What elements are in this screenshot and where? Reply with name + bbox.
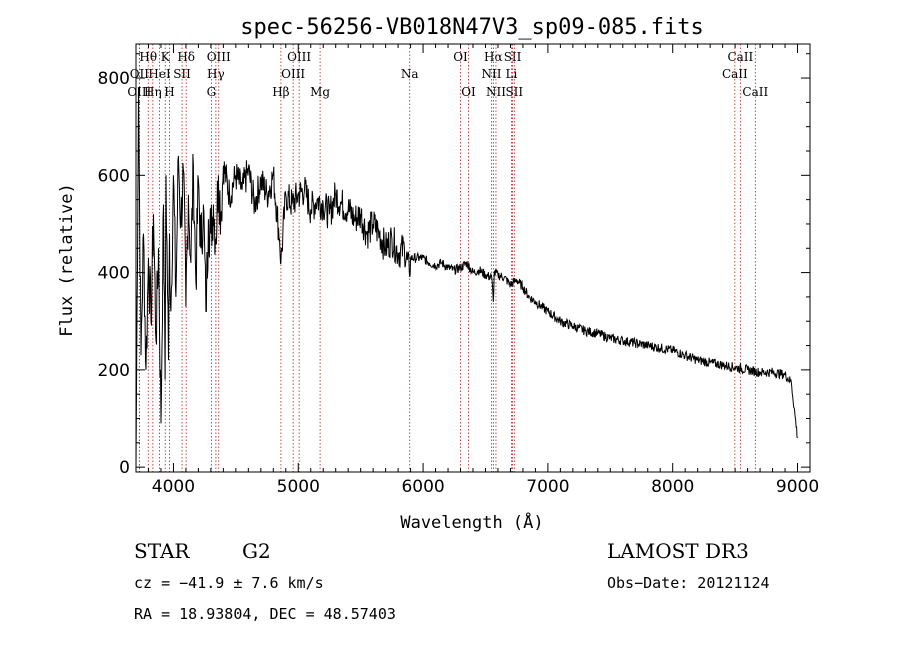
chart-title: spec-56256-VB018N47V3_sp09-085.fits bbox=[240, 15, 704, 40]
line-label-9: OIII bbox=[207, 50, 231, 64]
line-label-11: G bbox=[207, 85, 217, 99]
x-tick-label-3: 7000 bbox=[526, 477, 569, 497]
line-label-1: OII bbox=[130, 67, 150, 81]
line-label-23: NII bbox=[486, 85, 506, 99]
line-label-14: Hβ bbox=[272, 85, 289, 99]
obs-date: Obs−Date: 20121124 bbox=[607, 574, 770, 592]
line-label-26: CaII bbox=[722, 67, 748, 81]
line-label-18: OI bbox=[461, 85, 476, 99]
line-label-2: OIII bbox=[127, 85, 151, 99]
line-label-24: SII bbox=[505, 85, 523, 99]
y-tick-label-3: 600 bbox=[98, 166, 130, 186]
line-label-22: Li bbox=[506, 67, 518, 81]
y-tick-label-4: 800 bbox=[98, 69, 130, 89]
spectral-subclass: G2 bbox=[242, 539, 271, 563]
x-tick-label-4: 8000 bbox=[651, 477, 694, 497]
line-label-12: OIII bbox=[287, 50, 311, 64]
line-label-21: NII bbox=[481, 67, 501, 81]
x-tick-label-0: 4000 bbox=[152, 477, 195, 497]
line-label-6: Hδ bbox=[177, 50, 195, 64]
survey-name: LAMOST DR3 bbox=[607, 539, 749, 563]
spectrum-line bbox=[135, 87, 798, 468]
line-label-7: SII bbox=[173, 67, 191, 81]
velocity-text: cz = −41.9 ± 7.6 km/s bbox=[134, 574, 324, 592]
line-label-19: Hα bbox=[484, 50, 503, 64]
line-label-20: SII bbox=[504, 50, 522, 64]
line-label-3: K bbox=[161, 50, 171, 64]
y-tick-label-1: 200 bbox=[98, 361, 130, 381]
y-tick-label-0: 0 bbox=[119, 458, 130, 478]
line-label-17: OI bbox=[453, 50, 468, 64]
x-axis-label: Wavelength (Å) bbox=[400, 511, 543, 533]
line-label-5: Hη bbox=[144, 85, 162, 99]
emission-line-markers: Hθ OII OIII K HeI Hη Hδ SII H OIII Hγ G OIII OIII Hβ Mg… bbox=[127, 44, 768, 472]
coordinates-text: RA = 18.93804, DEC = 48.57403 bbox=[134, 605, 396, 623]
line-label-15: Mg bbox=[310, 85, 330, 99]
object-class: STAR bbox=[134, 539, 190, 563]
line-label-10: Hγ bbox=[207, 67, 225, 81]
x-tick-label-2: 6000 bbox=[401, 477, 444, 497]
line-label-4: HeI bbox=[148, 67, 171, 81]
line-label-8: H bbox=[164, 85, 174, 99]
line-label-27: CaII bbox=[742, 85, 768, 99]
plot-frame bbox=[135, 43, 811, 473]
y-axis-label: Flux (relative) bbox=[57, 183, 77, 337]
spectrum-series bbox=[135, 87, 798, 468]
line-label-0: Hθ bbox=[139, 50, 157, 64]
line-label-13: OIII bbox=[281, 67, 305, 81]
line-label-16: Na bbox=[401, 67, 419, 81]
axis-ticks: 4000 5000 6000 7000 8000 9000 0 200 400 600 800 bbox=[98, 44, 819, 497]
line-label-25: CaII bbox=[727, 50, 753, 64]
x-tick-label-1: 5000 bbox=[277, 477, 320, 497]
x-tick-label-5: 9000 bbox=[776, 477, 819, 497]
y-tick-label-2: 400 bbox=[98, 264, 130, 284]
